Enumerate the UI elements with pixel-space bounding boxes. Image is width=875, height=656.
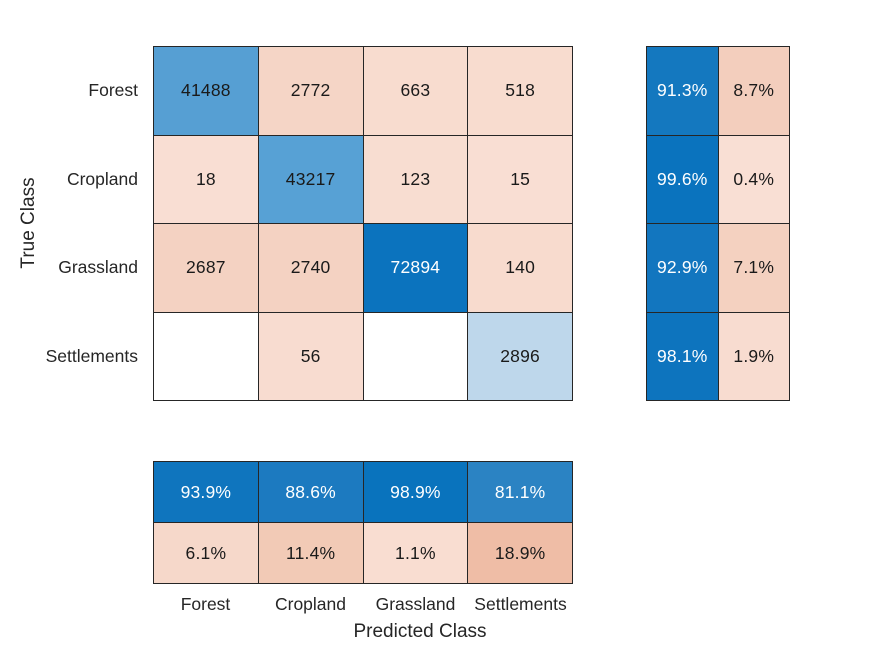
matrix-cell: 15 bbox=[468, 135, 572, 223]
matrix-cell: 2772 bbox=[258, 47, 363, 135]
column-summary-grid: 93.9% 88.6% 98.9% 81.1% 6.1% 11.4% 1.1% 18.9% bbox=[153, 461, 573, 584]
matrix-cell bbox=[363, 312, 468, 400]
matrix-cell: 8.7% bbox=[718, 47, 789, 135]
true-class-label: Grassland bbox=[58, 257, 138, 278]
matrix-cell: 88.6% bbox=[258, 462, 363, 522]
matrix-cell: 41488 bbox=[154, 47, 258, 135]
matrix-cell: 1.1% bbox=[363, 523, 468, 583]
predicted-class-label: Cropland bbox=[274, 594, 347, 614]
matrix-cell: 99.6% bbox=[647, 135, 718, 223]
matrix-cell: 2740 bbox=[258, 224, 363, 312]
matrix-cell: 6.1% bbox=[154, 523, 258, 583]
matrix-cell: 91.3% bbox=[647, 47, 718, 135]
predicted-class-labels: Forest Cropland Grassland Settlements bbox=[153, 594, 573, 615]
predicted-class-label: Settlements bbox=[474, 594, 567, 614]
predicted-class-label: Grassland bbox=[375, 594, 456, 614]
true-class-label: Settlements bbox=[45, 346, 138, 367]
matrix-cell: 518 bbox=[468, 47, 572, 135]
matrix-cell: 140 bbox=[468, 224, 572, 312]
matrix-cell: 72894 bbox=[363, 224, 468, 312]
matrix-cell: 43217 bbox=[258, 135, 363, 223]
matrix-cell: 0.4% bbox=[718, 135, 789, 223]
true-class-labels: Forest Cropland Grassland Settlements bbox=[0, 46, 146, 401]
matrix-cell: 2687 bbox=[154, 224, 258, 312]
matrix-cell: 56 bbox=[258, 312, 363, 400]
confusion-matrix-grid: 41488 2772 663 518 18 43217 123 15 2687 2740 72894… bbox=[153, 46, 573, 401]
matrix-cell: 7.1% bbox=[718, 224, 789, 312]
matrix-cell: 123 bbox=[363, 135, 468, 223]
x-axis-title: Predicted Class bbox=[353, 621, 487, 642]
matrix-cell: 2896 bbox=[468, 312, 572, 400]
matrix-cell: 18 bbox=[154, 135, 258, 223]
matrix-cell: 98.1% bbox=[647, 312, 718, 400]
matrix-cell: 92.9% bbox=[647, 224, 718, 312]
matrix-cell: 81.1% bbox=[468, 462, 572, 522]
true-class-label: Cropland bbox=[66, 168, 138, 189]
matrix-cell: 11.4% bbox=[258, 523, 363, 583]
predicted-class-label: Forest bbox=[180, 594, 231, 614]
matrix-cell: 98.9% bbox=[363, 462, 468, 522]
matrix-cell bbox=[154, 312, 258, 400]
true-class-label: Forest bbox=[88, 79, 138, 100]
matrix-cell: 93.9% bbox=[154, 462, 258, 522]
matrix-cell: 663 bbox=[363, 47, 468, 135]
row-summary-grid: 91.3% 8.7% 99.6% 0.4% 92.9% 7.1% 98.1% 1.9% bbox=[646, 46, 790, 401]
matrix-cell: 18.9% bbox=[468, 523, 572, 583]
matrix-cell: 1.9% bbox=[718, 312, 789, 400]
